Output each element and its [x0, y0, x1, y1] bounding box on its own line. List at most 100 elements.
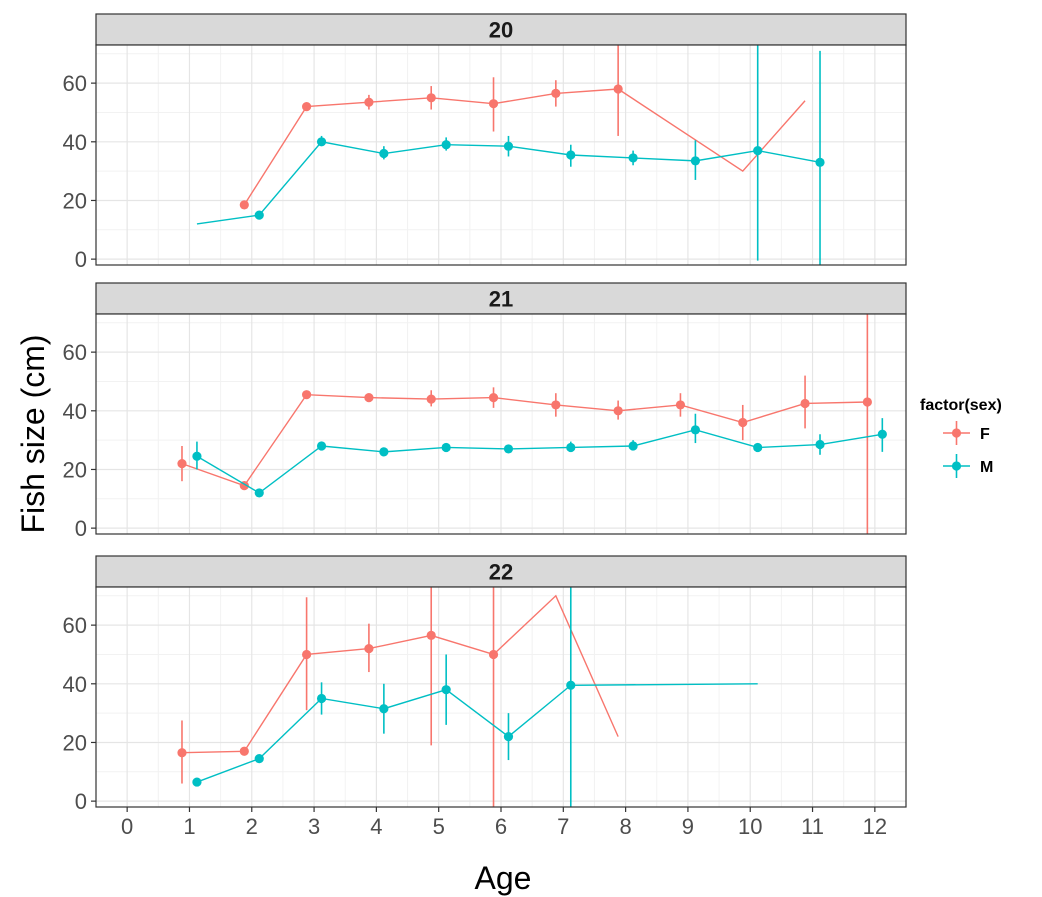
x-axis-title: Age — [475, 860, 532, 896]
series-line-M — [196, 429, 883, 494]
panel-border — [95, 44, 907, 266]
y-tick-label: 40 — [63, 672, 87, 697]
data-point-M — [192, 777, 202, 787]
x-tick-label: 3 — [308, 814, 320, 839]
panel-border — [95, 313, 907, 535]
data-point-M — [503, 141, 514, 151]
series-line-M — [196, 683, 758, 783]
data-point-M — [566, 150, 576, 160]
data-point-M — [628, 153, 638, 163]
data-point-M — [379, 148, 389, 159]
data-point-M — [379, 704, 389, 714]
data-point-F — [239, 200, 249, 210]
y-tick-label: 40 — [63, 130, 87, 155]
x-tick-label: 10 — [738, 814, 762, 839]
y-tick-label: 20 — [63, 730, 87, 755]
data-layer — [177, 314, 887, 534]
data-point-M — [441, 140, 451, 150]
data-point-M — [690, 156, 701, 166]
data-point-M — [379, 447, 389, 457]
x-axis: 0 1 2 3 4 5 6 7 8 9 10 11 12 — [121, 807, 887, 839]
facet-strip-label: 21 — [489, 287, 513, 312]
data-point-F — [364, 393, 374, 403]
x-tick-label: 2 — [246, 814, 258, 839]
series-line-F — [181, 594, 619, 754]
data-point-F — [302, 390, 312, 400]
y-tick-label: 0 — [75, 516, 87, 541]
legend-label: F — [980, 426, 990, 443]
x-tick-label: 9 — [682, 814, 694, 839]
data-point-F — [239, 746, 249, 756]
data-point-M — [316, 137, 327, 147]
data-point-M — [254, 210, 264, 220]
data-point-M — [753, 146, 763, 156]
data-point-M — [566, 680, 576, 690]
legend-title: factor(sex) — [920, 397, 1002, 414]
data-point-F — [364, 644, 374, 654]
legend-entry-F: F — [943, 421, 990, 445]
series-line-F — [181, 393, 868, 487]
y-tick-label: 0 — [75, 789, 87, 814]
data-point-M — [192, 451, 202, 461]
data-point-F — [488, 393, 499, 403]
data-point-M — [316, 441, 327, 451]
data-point-M — [566, 442, 576, 453]
data-point-M — [815, 439, 825, 450]
data-point-F — [488, 99, 499, 109]
y-axis-title: Fish size (cm) — [15, 334, 51, 533]
y-tick-label: 60 — [63, 613, 87, 638]
x-tick-label: 6 — [495, 814, 507, 839]
data-point-M — [753, 442, 763, 453]
facet-panels: 20 0 20 40 60 21 0 20 40 60 22 0 20 40 60 — [63, 13, 907, 814]
data-point-M — [503, 732, 514, 742]
x-tick-label: 1 — [183, 814, 195, 839]
legend-key-point — [951, 461, 962, 471]
x-tick-label: 8 — [619, 814, 631, 839]
data-point-F — [862, 397, 872, 407]
data-point-F — [302, 102, 312, 112]
data-point-F — [302, 649, 312, 660]
data-point-F — [364, 97, 374, 107]
data-point-M — [815, 157, 825, 167]
data-layer — [177, 587, 758, 807]
y-tick-label: 40 — [63, 399, 87, 424]
data-point-M — [503, 444, 514, 454]
data-point-M — [316, 693, 327, 704]
data-point-M — [254, 488, 264, 498]
data-point-M — [877, 429, 887, 439]
x-tick-label: 4 — [370, 814, 382, 839]
x-tick-label: 12 — [863, 814, 887, 839]
y-tick-label: 20 — [63, 457, 87, 482]
legend: factor(sex) FM — [920, 397, 1002, 478]
data-point-F — [426, 394, 436, 404]
x-tick-label: 7 — [557, 814, 569, 839]
y-tick-label: 0 — [75, 247, 87, 272]
data-point-M — [441, 685, 451, 695]
data-point-F — [551, 88, 561, 98]
facet-strip-label: 20 — [489, 18, 513, 43]
facet-panel-21: 21 0 20 40 60 — [63, 282, 907, 541]
data-point-F — [738, 417, 748, 428]
x-tick-label: 5 — [433, 814, 445, 839]
facet-strip — [95, 282, 907, 315]
data-point-F — [675, 400, 686, 410]
legend-entry-M: M — [943, 454, 993, 478]
y-tick-label: 60 — [63, 71, 87, 96]
data-point-M — [628, 441, 638, 451]
data-point-F — [426, 93, 436, 103]
data-point-F — [177, 748, 187, 758]
x-tick-label: 0 — [121, 814, 133, 839]
data-point-M — [441, 442, 451, 453]
y-tick-label: 20 — [63, 188, 87, 213]
data-point-M — [254, 754, 264, 764]
x-tick-label: 11 — [801, 814, 824, 839]
data-layer — [196, 45, 825, 265]
data-point-F — [488, 649, 499, 660]
data-point-F — [613, 406, 623, 416]
data-point-F — [177, 459, 187, 469]
facet-strip — [95, 555, 907, 588]
data-point-F — [800, 398, 810, 409]
facet-strip-label: 22 — [489, 560, 513, 585]
y-tick-label: 60 — [63, 340, 87, 365]
